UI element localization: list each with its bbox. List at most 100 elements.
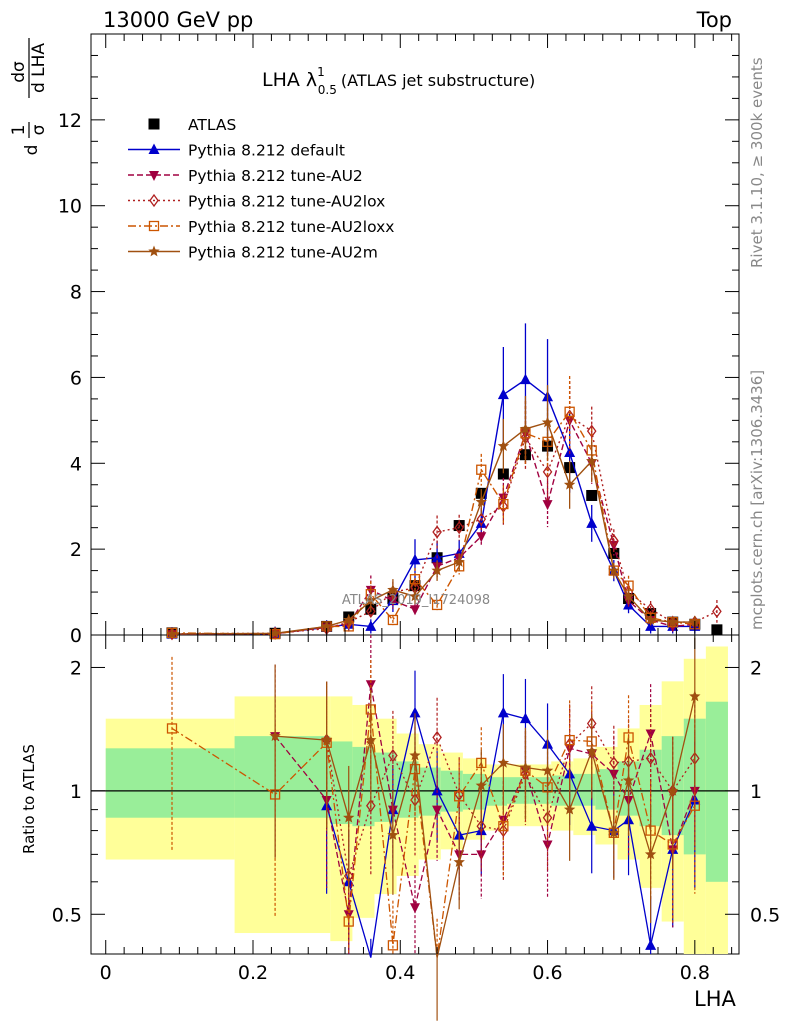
data-point xyxy=(541,416,554,428)
data-point xyxy=(410,605,420,616)
data-point xyxy=(586,489,598,501)
data-point xyxy=(409,553,421,565)
ratio-point xyxy=(343,916,354,927)
ratio-y-tick-label-right: 0.5 xyxy=(750,904,780,926)
ratio-y-tick-label: 0.5 xyxy=(52,904,82,926)
series-5 xyxy=(166,385,701,639)
ratio-point xyxy=(409,706,421,718)
inner-band-bin xyxy=(705,701,728,882)
svg-text:σ: σ xyxy=(29,124,49,135)
ratio-point xyxy=(497,756,510,768)
data-point xyxy=(519,373,531,385)
ratio-point xyxy=(475,779,487,791)
ratio-point xyxy=(541,764,554,776)
ratio-point xyxy=(608,826,620,838)
ratio-y-axis-label: Ratio to ATLAS xyxy=(20,744,38,854)
y-tick-label: 12 xyxy=(58,110,82,132)
ratio-point xyxy=(608,769,619,780)
inner-band-bin xyxy=(595,769,618,810)
legend-label: ATLAS xyxy=(188,116,236,134)
data-point xyxy=(365,594,377,606)
x-tick-label: 0.6 xyxy=(532,962,562,984)
ratio-point xyxy=(609,756,619,770)
data-point xyxy=(166,628,178,639)
data-point xyxy=(497,468,509,480)
legend-entry: Pythia 8.212 default xyxy=(128,142,345,160)
svg-text:dσ: dσ xyxy=(9,61,29,83)
ratio-point xyxy=(644,848,657,860)
svg-text:d LHA: d LHA xyxy=(29,43,49,93)
data-point xyxy=(667,616,679,627)
ratio-point xyxy=(497,706,509,718)
data-point xyxy=(476,532,487,543)
data-point xyxy=(564,406,575,417)
ratio-plot-frame xyxy=(90,634,740,955)
ratio-point xyxy=(519,761,532,773)
legend-marker xyxy=(149,193,159,208)
data-point xyxy=(519,422,532,434)
ratio-point xyxy=(498,821,509,832)
legend-entry: Pythia 8.212 tune-AU2lox xyxy=(128,193,385,211)
data-point xyxy=(409,574,421,585)
legend: ATLAS Pythia 8.212 default Pythia 8.212 tu… xyxy=(128,116,394,262)
legend-marker xyxy=(148,143,160,154)
ratio-point xyxy=(667,784,679,796)
inner-band-bin xyxy=(330,741,353,825)
ratio-line xyxy=(171,709,696,958)
legend-entry: Pythia 8.212 tune-AU2 xyxy=(128,167,363,185)
ratio-y-tick-label-right: 1 xyxy=(750,781,762,803)
ratio-point xyxy=(365,734,377,745)
data-point xyxy=(365,620,377,631)
ratio-point xyxy=(387,940,399,951)
rivet-version-label: Rivet 3.1.10, ≥ 300k events xyxy=(748,57,766,268)
x-tick-label: 0.4 xyxy=(385,962,415,984)
data-point xyxy=(269,627,281,639)
legend-label: Pythia 8.212 tune-AU2lox xyxy=(188,193,385,211)
data-point xyxy=(387,583,399,595)
data-point xyxy=(167,627,177,641)
ratio-point xyxy=(542,840,553,851)
ratio-y-tick-label: 1 xyxy=(70,781,82,803)
data-point xyxy=(387,596,398,607)
legend-entry: Pythia 8.212 tune-AU2loxx xyxy=(128,218,394,236)
inner-band-bin xyxy=(573,773,596,806)
x-tick-label: 0 xyxy=(100,962,112,984)
legend-entry: ATLAS xyxy=(148,116,236,134)
data-point xyxy=(343,614,355,625)
ratio-point xyxy=(453,856,465,867)
ratio-point xyxy=(269,730,281,741)
y-axis-label: 1 σ d dσ d LHA xyxy=(9,38,49,155)
ratio-point xyxy=(432,805,443,816)
ratio-point xyxy=(454,791,465,802)
data-point xyxy=(586,455,598,466)
y-tick-label: 2 xyxy=(70,539,82,561)
legend-marker xyxy=(148,220,160,232)
legend-label: Pythia 8.212 default xyxy=(188,142,345,160)
data-point xyxy=(475,517,487,528)
data-point xyxy=(586,517,598,528)
data-point xyxy=(497,388,509,400)
ratio-point xyxy=(387,829,399,840)
x-tick-label: 0.8 xyxy=(680,962,710,984)
inner-band-bin xyxy=(105,748,235,818)
legend-marker xyxy=(149,171,159,181)
series-1 xyxy=(166,323,701,639)
ratio-point xyxy=(622,774,635,786)
y-tick-label: 8 xyxy=(70,282,82,304)
data-point xyxy=(476,464,487,475)
y-tick-label: 6 xyxy=(70,367,82,389)
svg-text:1: 1 xyxy=(9,125,29,136)
svg-text:d: d xyxy=(22,145,42,156)
x-tick-label: 0.2 xyxy=(238,962,268,984)
legend-label: Pythia 8.212 tune-AU2 xyxy=(188,167,363,185)
data-point xyxy=(563,478,576,490)
ratio-y-tick-label: 2 xyxy=(70,657,82,679)
data-point xyxy=(320,620,333,632)
legend-label: Pythia 8.212 tune-AU2loxx xyxy=(188,218,394,236)
ratio-point xyxy=(689,690,701,702)
data-point xyxy=(453,556,465,567)
data-point xyxy=(498,498,509,510)
data-point xyxy=(387,614,399,626)
